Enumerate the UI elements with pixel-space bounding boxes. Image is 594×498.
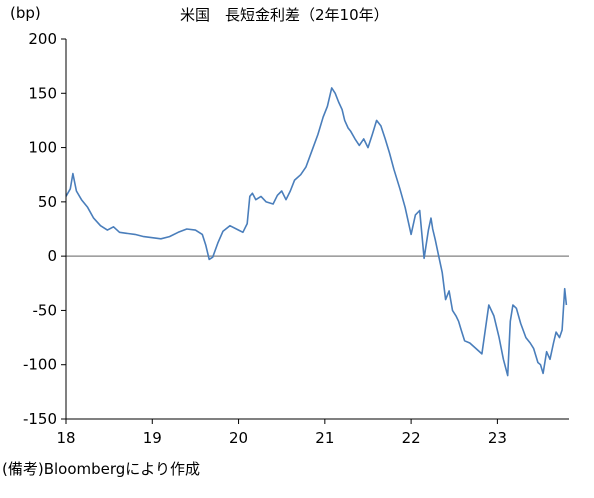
x-tick-label: 19 [143,429,162,447]
y-tick-label: -50 [33,301,58,319]
y-tick-label: 100 [28,139,57,157]
y-tick-label: -100 [23,356,57,374]
y-tick-label: 200 [28,30,57,48]
x-tick-label: 21 [315,429,334,447]
series-line [65,87,568,377]
x-tick-label: 18 [56,429,75,447]
y-axis-ticks: 200 150 100 50 0 -50 -100 -150 [23,30,66,428]
y-tick-label: 0 [47,247,57,265]
x-tick-label: 22 [402,429,421,447]
chart-title: 米国 長短金利差（2年10年） [180,6,389,24]
x-axis-ticks: 18 19 20 21 22 23 [56,419,507,447]
y-tick-label: 50 [38,193,57,211]
x-tick-label: 20 [229,429,248,447]
x-tick-label: 23 [488,429,507,447]
source-note: (備考)Bloombergにより作成 [2,460,201,478]
y-tick-label: 150 [28,84,57,102]
y-axis-unit: (bp) [10,4,41,22]
y-tick-label: -150 [23,410,57,428]
